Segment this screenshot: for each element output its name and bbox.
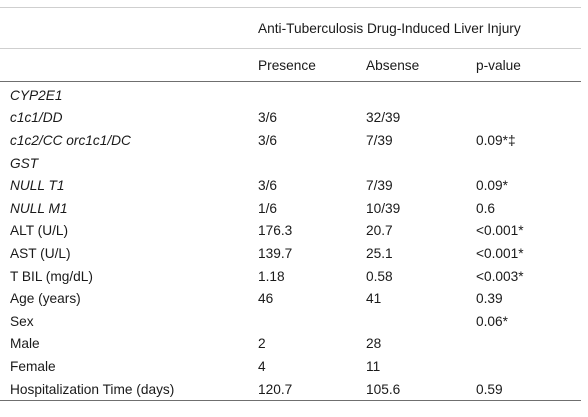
presence-cell: 3/6 [258, 178, 278, 194]
p-value-cell [466, 107, 581, 130]
p-value-cell: <0.001* [476, 245, 524, 261]
p-value-cell: <0.003* [476, 268, 524, 284]
absence-cell: 41 [366, 291, 382, 307]
table-row: Female 4 11 [0, 355, 581, 378]
absence-cell: 11 [366, 358, 381, 374]
presence-cell: 3/6 [258, 132, 278, 148]
column-header-absence: Absense [356, 48, 466, 82]
presence-cell: 4 [258, 358, 266, 374]
absence-cell [356, 310, 466, 333]
table-row: NULL T1 3/6 7/39 0.09* [0, 174, 581, 197]
header-empty-cell [0, 7, 248, 49]
row-label: c1c2/CC orc1c1/DC [10, 132, 131, 148]
row-label: Sex [10, 313, 34, 329]
row-label: GST [10, 155, 39, 171]
table-row: Male 2 28 [0, 333, 581, 356]
row-label: c1c1/DD [10, 110, 63, 126]
group-header-row: Anti-Tuberculosis Drug-Induced Liver Inj… [0, 7, 581, 49]
absence-cell: 32/39 [366, 110, 401, 126]
row-label: Age (years) [10, 291, 81, 307]
table-row: Sex 0.06* [0, 310, 581, 333]
absence-cell: 10/39 [366, 200, 401, 216]
row-label: Male [10, 336, 40, 352]
table-row: Hospitalization Time (days) 120.7 105.6 0.5… [0, 377, 581, 402]
presence-cell: 3/6 [258, 110, 278, 126]
table-row: T BIL (mg/dL) 1.18 0.58 <0.003* [0, 265, 581, 288]
results-table: Anti-Tuberculosis Drug-Induced Liver Inj… [0, 7, 581, 402]
absence-cell: 7/39 [366, 132, 393, 148]
table-row: NULL M1 1/6 10/39 0.6 [0, 197, 581, 220]
absence-cell: 25.1 [366, 245, 393, 261]
row-label: Hospitalization Time (days) [0, 377, 248, 402]
column-header-presence: Presence [248, 48, 356, 82]
absence-cell: 105.6 [356, 377, 466, 402]
p-value-cell: 0.59 [466, 377, 581, 402]
column-header-row: Presence Absense p-value [0, 48, 581, 82]
table-row: c1c2/CC orc1c1/DC 3/6 7/39 0.09*‡ [0, 129, 581, 152]
presence-cell: 120.7 [248, 377, 356, 402]
absence-cell: 0.58 [366, 268, 393, 284]
p-value-cell: 0.6 [476, 200, 496, 216]
column-header-empty-cell [0, 48, 248, 82]
table-row: c1c1/DD 3/6 32/39 [0, 107, 581, 130]
absence-cell [356, 152, 466, 175]
p-value-cell [466, 333, 581, 356]
presence-cell: 139.7 [258, 245, 293, 261]
table-row: GST [0, 152, 581, 175]
presence-cell: 176.3 [258, 223, 293, 239]
presence-cell [248, 152, 356, 175]
p-value-cell [466, 355, 581, 378]
group-header: Anti-Tuberculosis Drug-Induced Liver Inj… [248, 7, 581, 49]
table-row: ALT (U/L) 176.3 20.7 <0.001* [0, 220, 581, 243]
row-label: NULL M1 [10, 200, 68, 216]
table-body: CYP2E1 c1c1/DD 3/6 32/39 c1c2/CC orc1c1/DC 3/… [0, 80, 581, 402]
table-row: AST (U/L) 139.7 25.1 <0.001* [0, 242, 581, 265]
presence-cell: 46 [258, 291, 274, 307]
column-header-p-value: p-value [466, 48, 581, 82]
absence-cell: 7/39 [366, 178, 393, 194]
p-value-cell [466, 152, 581, 175]
presence-cell: 2 [258, 336, 266, 352]
p-value-cell: <0.001* [476, 223, 524, 239]
absence-cell: 20.7 [366, 223, 393, 239]
row-label: T BIL (mg/dL) [10, 268, 93, 284]
row-label: CYP2E1 [0, 80, 248, 107]
presence-cell [248, 310, 356, 333]
p-value-cell: 0.06* [476, 313, 508, 329]
p-value-cell: 0.09*‡ [476, 132, 516, 148]
presence-cell [248, 80, 356, 107]
row-label: Female [10, 358, 56, 374]
p-value-cell: 0.39 [476, 291, 503, 307]
row-label: NULL T1 [10, 178, 65, 194]
row-label: ALT (U/L) [10, 223, 69, 239]
presence-cell: 1/6 [258, 200, 278, 216]
row-label: AST (U/L) [10, 245, 71, 261]
table-row: CYP2E1 [0, 80, 581, 107]
absence-cell: 28 [366, 336, 382, 352]
absence-cell [356, 80, 466, 107]
table-row: Age (years) 46 41 0.39 [0, 287, 581, 310]
presence-cell: 1.18 [258, 268, 285, 284]
p-value-cell: 0.09* [476, 178, 508, 194]
p-value-cell [466, 80, 581, 107]
